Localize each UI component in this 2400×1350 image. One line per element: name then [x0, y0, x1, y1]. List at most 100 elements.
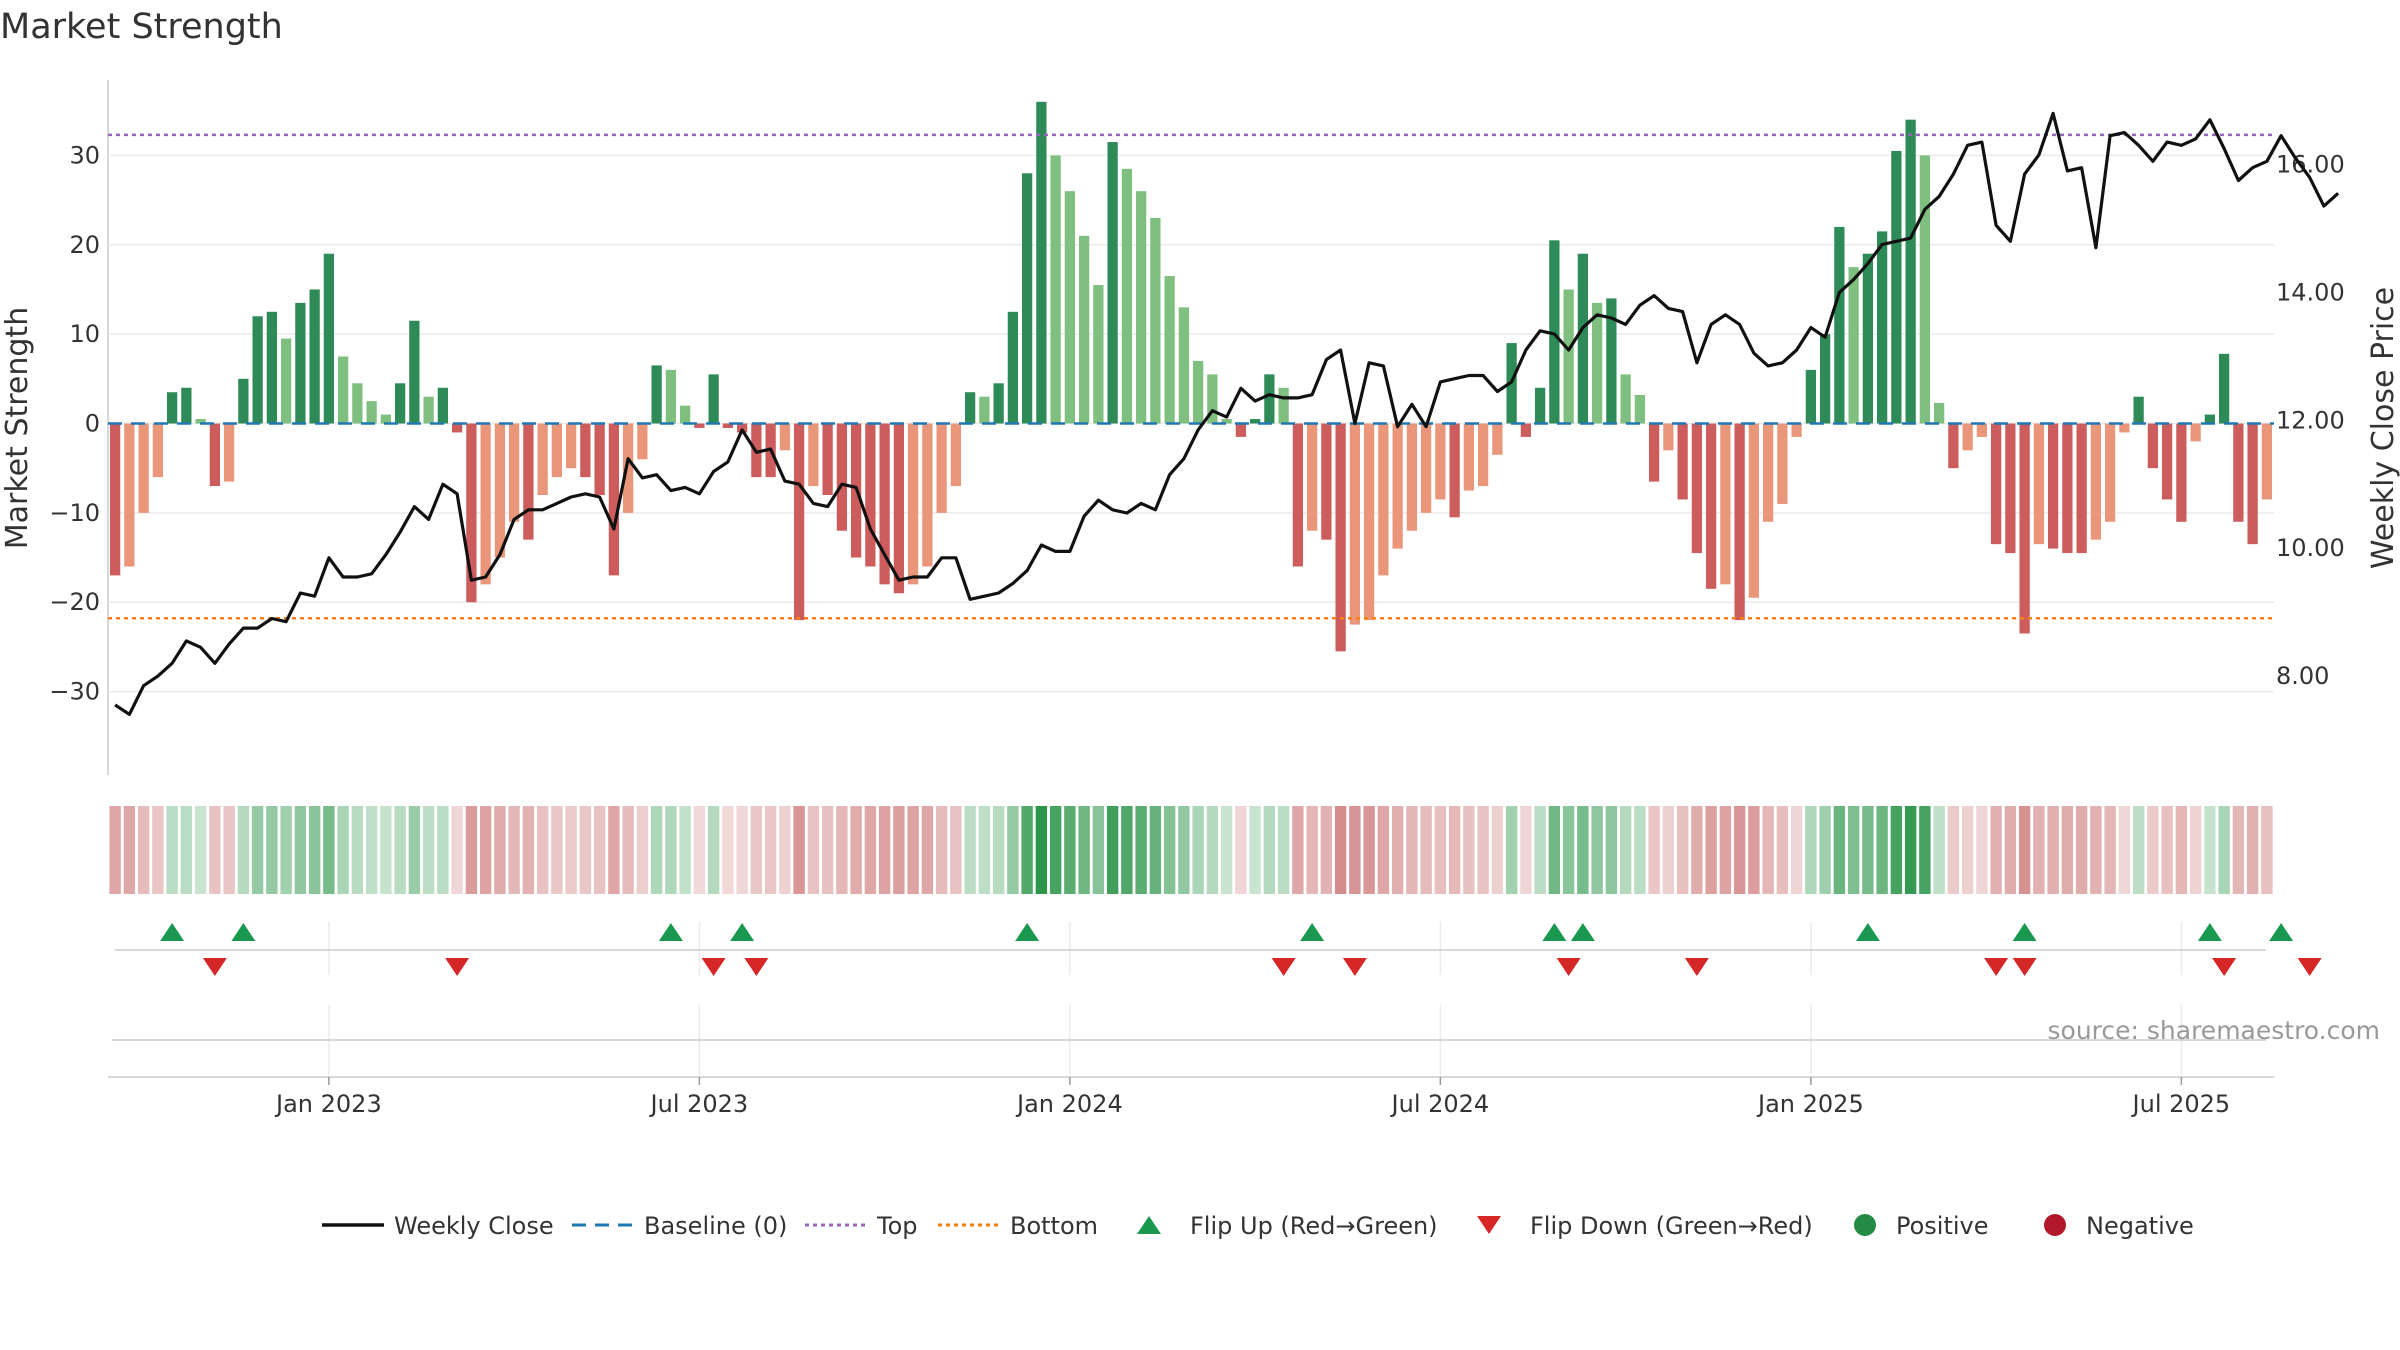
strength-bar: [1050, 155, 1061, 424]
heat-cell: [1306, 806, 1318, 894]
strength-bar: [708, 374, 719, 424]
heat-cell: [2218, 806, 2230, 894]
heat-cell: [1434, 806, 1447, 894]
strength-bar: [2047, 423, 2059, 549]
heat-cell: [2061, 806, 2074, 894]
strength-bar: [1392, 423, 1403, 549]
flip-up-marker: [2269, 923, 2294, 941]
heat-cell: [1121, 806, 1133, 894]
strength-bar: [1121, 168, 1133, 424]
x-tick-label: Jul 2024: [1390, 1090, 1490, 1118]
heat-cell: [1049, 806, 1062, 894]
strength-bar: [2133, 396, 2144, 424]
strength-bar: [1021, 173, 1033, 424]
source-label: source: sharemaestro.com: [2048, 1016, 2381, 1045]
strength-bar: [736, 423, 748, 433]
flip-up-marker: [2197, 923, 2222, 941]
strength-bar: [1919, 155, 1931, 424]
heat-cell: [323, 806, 335, 894]
y2-tick-label: 16.00: [2276, 151, 2345, 179]
heat-cell: [522, 806, 535, 894]
strength-bar: [166, 392, 178, 424]
heat-cell: [109, 806, 121, 894]
strength-bar: [1107, 142, 1118, 424]
strength-bar: [793, 423, 805, 621]
heat-cell: [1078, 806, 1090, 894]
y-tick-label: 30: [69, 141, 100, 169]
heat-cell: [935, 806, 948, 894]
strength-bar: [1449, 423, 1460, 518]
heat-cell: [123, 806, 136, 894]
strength-bar: [1036, 101, 1047, 424]
heat-cell: [1206, 806, 1219, 894]
strength-bar: [1834, 226, 1845, 424]
heat-cell: [422, 806, 435, 894]
heat-cell: [1192, 806, 1204, 894]
heat-cell: [152, 806, 164, 894]
strength-bar: [466, 423, 477, 603]
strength-bar: [437, 387, 449, 424]
heat-cell: [351, 806, 364, 894]
heat-cell: [1235, 806, 1247, 894]
strength-bar: [1178, 307, 1190, 424]
flip-down-marker: [2012, 958, 2037, 976]
strength-bar: [508, 423, 520, 522]
heat-cell: [2204, 806, 2216, 894]
heat-cell: [650, 806, 663, 894]
strength-bar: [2233, 423, 2244, 522]
strength-bar: [266, 311, 278, 424]
strength-bar: [1990, 423, 2002, 545]
strength-bar: [109, 423, 121, 576]
heat-cell: [2033, 806, 2045, 894]
strength-bar: [1221, 419, 1232, 424]
x-tick-label: Jan 2023: [274, 1090, 382, 1118]
heat-cell: [1420, 806, 1432, 894]
strength-bar: [252, 316, 263, 424]
heat-cell: [878, 806, 891, 894]
strength-bar: [2147, 423, 2159, 469]
strength-bar: [295, 302, 306, 424]
heat-cell: [2232, 806, 2245, 894]
strength-bar: [1492, 423, 1503, 455]
strength-bar: [2019, 423, 2030, 634]
strength-bar: [1549, 240, 1560, 424]
heat-cell: [1505, 806, 1518, 894]
y2-tick-label: 8.00: [2276, 662, 2329, 690]
heat-cell: [722, 806, 734, 894]
strength-bar: [822, 423, 833, 495]
heat-cell: [1149, 806, 1162, 894]
strength-bar: [1891, 150, 1902, 424]
strength-bar: [1420, 423, 1432, 513]
heat-cell: [921, 806, 934, 894]
heat-cell: [1349, 806, 1361, 894]
heat-cell: [2090, 806, 2102, 894]
heat-cell: [1463, 806, 1475, 894]
strength-bar: [195, 419, 206, 424]
heat-cell: [2246, 806, 2259, 894]
strength-bar: [152, 423, 164, 478]
strength-bar: [1648, 423, 1660, 482]
strength-bar: [808, 423, 819, 487]
y2-axis-label: Weekly Close Price: [2366, 287, 2400, 569]
heat-cell: [679, 806, 691, 894]
heat-cell: [2261, 806, 2273, 894]
strength-bar: [451, 423, 463, 433]
flip-up-marker: [160, 923, 185, 941]
flip-up-marker: [1300, 923, 1325, 941]
heat-cell: [1634, 806, 1646, 894]
flip-down-marker: [202, 958, 227, 976]
strength-bar: [280, 338, 292, 424]
flip-up-marker: [1015, 923, 1040, 941]
heat-cell: [1477, 806, 1489, 894]
heat-cell: [2132, 806, 2145, 894]
strength-bar: [2247, 423, 2258, 545]
strength-bar: [337, 356, 349, 424]
strength-bar: [1321, 423, 1332, 540]
heat-cell: [465, 806, 478, 894]
heat-cell: [408, 806, 421, 894]
heat-cell: [565, 806, 577, 894]
heat-cell: [508, 806, 520, 894]
legend-swatch: [1854, 1214, 1876, 1236]
heat-cell: [1776, 806, 1789, 894]
heat-cell: [1990, 806, 2002, 894]
